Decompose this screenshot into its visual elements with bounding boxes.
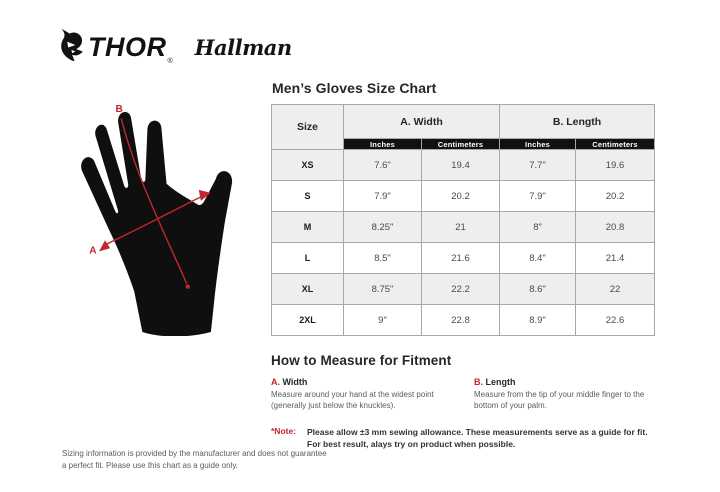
width-centimeters-value: 20.2 bbox=[420, 180, 501, 212]
measure-line-a-arrow-left bbox=[99, 240, 111, 252]
length-centimeters-value: 21.4 bbox=[575, 242, 656, 274]
registered-trademark-mark: ® bbox=[167, 57, 173, 65]
length-centimeters-value: 22.6 bbox=[575, 304, 656, 336]
width-centimeters-value: 21 bbox=[420, 211, 501, 243]
width-centimeters-value: 22.8 bbox=[420, 304, 501, 336]
width-centimeters-value: 22.2 bbox=[420, 273, 501, 305]
hallman-wordmark: Hallman bbox=[194, 34, 293, 60]
width-centimeters-value: 19.4 bbox=[420, 149, 501, 181]
brand-logos: THOR ® Hallman bbox=[60, 24, 292, 70]
size-label: M bbox=[271, 211, 344, 243]
page-title: Men’s Gloves Size Chart bbox=[272, 80, 437, 96]
column-header-size: Size bbox=[271, 104, 344, 150]
table-row-2xl: 2XL 9" 22.8 8.9" 22.6 bbox=[271, 304, 656, 336]
fitment-width-block: A. Width Measure around your hand at the… bbox=[271, 377, 474, 412]
measure-line-b-endpoint bbox=[185, 284, 190, 289]
width-inches-value: 7.9" bbox=[343, 180, 422, 212]
unit-header-length-inches: Inches bbox=[499, 138, 577, 150]
table-row-xs: XS 7.6" 19.4 7.7" 19.6 bbox=[271, 149, 656, 181]
unit-header-width-inches: Inches bbox=[343, 138, 422, 150]
sewing-allowance-note: *Note: Please allow ±3 mm sewing allowan… bbox=[271, 426, 654, 451]
note-prefix: *Note: bbox=[271, 425, 297, 436]
size-label: XL bbox=[271, 273, 344, 305]
hand-silhouette-shape bbox=[81, 111, 233, 337]
table-row-l: L 8.5" 21.6 8.4" 21.4 bbox=[271, 242, 656, 274]
width-centimeters-value: 21.6 bbox=[420, 242, 501, 274]
table-row-m: M 8.25" 21 8" 20.8 bbox=[271, 211, 656, 243]
width-inches-value: 8.75" bbox=[343, 273, 422, 305]
length-inches-value: 7.7" bbox=[499, 149, 577, 181]
fitment-width-text: Measure around your hand at the widest p… bbox=[271, 390, 434, 410]
table-row-xl: XL 8.75" 22.2 8.6" 22 bbox=[271, 273, 656, 305]
size-label: 2XL bbox=[271, 304, 344, 336]
width-inches-value: 7.6" bbox=[343, 149, 422, 181]
note-text: Please allow ±3 mm sewing allowance. The… bbox=[307, 426, 648, 449]
fitment-instructions: A. Width Measure around your hand at the… bbox=[271, 377, 654, 412]
glove-label-b: B bbox=[116, 104, 123, 115]
fitment-width-prefix: A. bbox=[271, 377, 280, 387]
size-label: S bbox=[271, 180, 344, 212]
fitment-length-prefix: B. bbox=[474, 377, 483, 387]
size-label: XS bbox=[271, 149, 344, 181]
measure-line-b bbox=[120, 118, 188, 284]
width-inches-value: 9" bbox=[343, 304, 422, 336]
fitment-length-block: B. Length Measure from the tip of your m… bbox=[474, 377, 654, 412]
fitment-length-label: B. Length bbox=[474, 377, 516, 387]
length-centimeters-value: 20.2 bbox=[575, 180, 656, 212]
unit-header-width-centimeters: Centimeters bbox=[420, 138, 501, 150]
measure-line-a-arrow-right bbox=[198, 189, 211, 201]
unit-header-length-centimeters: Centimeters bbox=[575, 138, 656, 150]
length-inches-value: 7.9" bbox=[499, 180, 577, 212]
thor-logo: THOR ® bbox=[60, 27, 173, 68]
column-header-length: B. Length bbox=[499, 104, 656, 139]
fitment-width-label: A. Width bbox=[271, 377, 308, 387]
table-row-s: S 7.9" 20.2 7.9" 20.2 bbox=[271, 180, 656, 212]
width-inches-value: 8.5" bbox=[343, 242, 422, 274]
measure-line-a bbox=[103, 195, 204, 246]
length-centimeters-value: 19.6 bbox=[575, 149, 656, 181]
glove-label-a: A bbox=[89, 245, 97, 256]
length-centimeters-value: 20.8 bbox=[575, 211, 656, 243]
size-chart-table: Size A. Width B. Length Inches Centimete… bbox=[271, 104, 656, 336]
length-inches-value: 8.9" bbox=[499, 304, 577, 336]
glove-silhouette-image: B A bbox=[81, 104, 233, 337]
thor-helmet-icon bbox=[60, 27, 86, 68]
length-centimeters-value: 22 bbox=[575, 273, 656, 305]
glove-measurement-figure: B A bbox=[58, 84, 263, 341]
manufacturer-disclaimer: Sizing information is provided by the ma… bbox=[62, 449, 327, 470]
length-inches-value: 8" bbox=[499, 211, 577, 243]
size-label: L bbox=[271, 242, 344, 274]
fitment-heading: How to Measure for Fitment bbox=[271, 353, 452, 368]
length-inches-value: 8.6" bbox=[499, 273, 577, 305]
width-inches-value: 8.25" bbox=[343, 211, 422, 243]
length-inches-value: 8.4" bbox=[499, 242, 577, 274]
thor-wordmark: THOR bbox=[88, 31, 167, 62]
fitment-length-text: Measure from the tip of your middle fing… bbox=[474, 390, 645, 410]
column-header-width: A. Width bbox=[342, 104, 501, 139]
size-chart-section: Men’s Gloves Size Chart Size A. Width B.… bbox=[271, 80, 656, 451]
